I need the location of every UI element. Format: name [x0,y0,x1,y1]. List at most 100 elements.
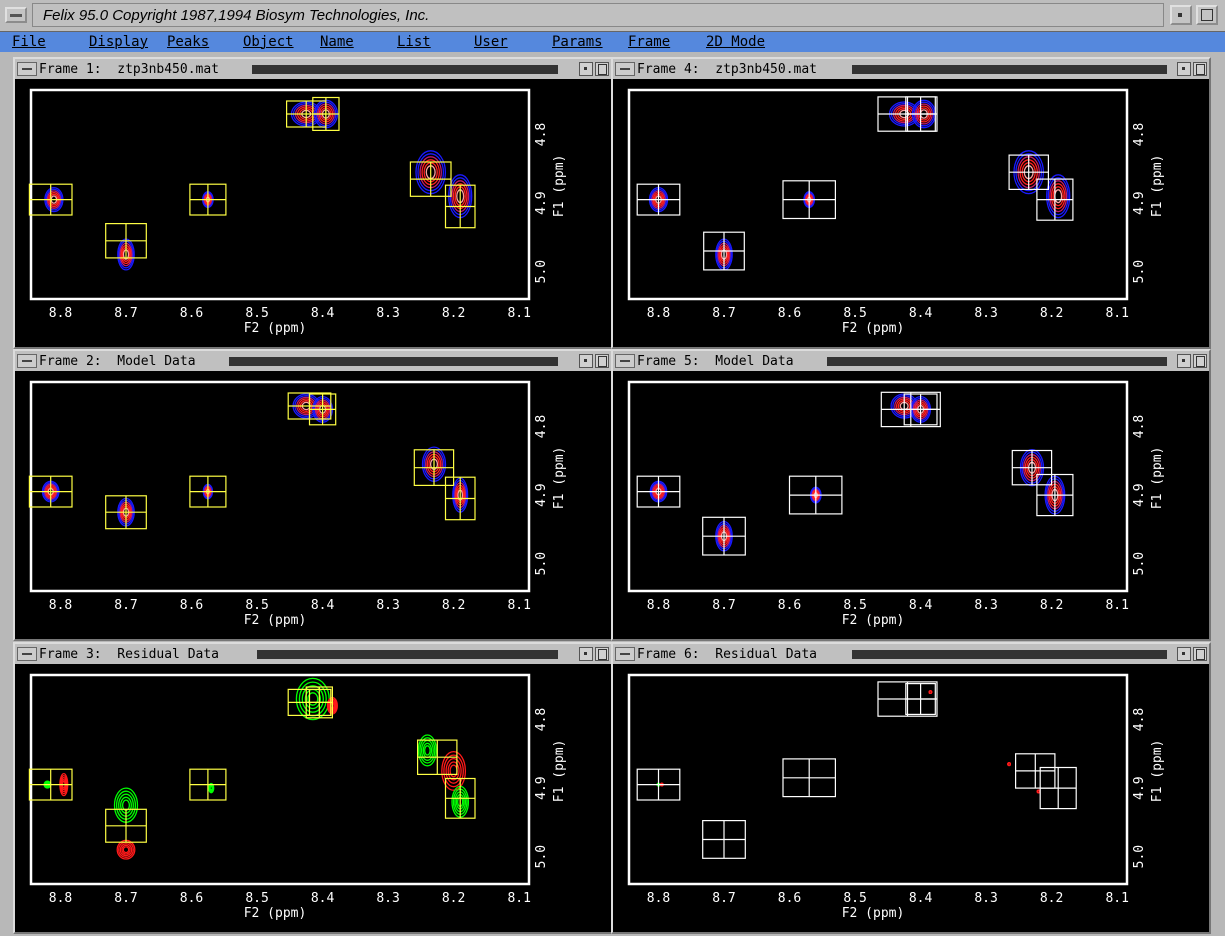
y-tick-label: 4.8 [1132,123,1147,146]
peak-box[interactable] [28,475,73,508]
menu-peaks[interactable]: Peaks [167,34,210,50]
frame-title-bar[interactable] [827,357,1167,366]
peak-box[interactable] [312,96,340,132]
peak-box[interactable] [28,768,73,801]
peak-box[interactable] [189,475,227,508]
menu-file[interactable]: File [12,34,46,50]
peak-box[interactable] [189,183,227,216]
frame-maximize-button[interactable] [595,62,609,76]
x-tick-label: 8.6 [180,891,203,906]
peak-box[interactable] [189,768,227,801]
frame-maximize-button[interactable] [595,354,609,368]
frame-maximize-button[interactable] [1193,62,1207,76]
frame-1[interactable]: Frame 1: ztp3nb450.mat 8.8 8.7 8.6 8.5 8.4 8.3… [13,57,613,349]
peak-box[interactable] [1011,449,1053,486]
peak-box[interactable] [788,475,843,515]
frame-3[interactable]: Frame 3: Residual Data 8.8 8.7 8.6 8.5 8.4 8.3… [13,642,613,934]
menu-object[interactable]: Object [243,34,294,50]
frame-header[interactable]: Frame 4: ztp3nb450.mat [613,59,1209,79]
spectrum-plot[interactable]: 8.8 8.7 8.6 8.5 8.4 8.3 8.2 8.1 F2 (ppm) 4.8 4.9 5.… [613,79,1209,347]
spectrum-plot[interactable]: 8.8 8.7 8.6 8.5 8.4 8.3 8.2 8.1 F2 (ppm) 4.8 4.9 5.… [15,371,611,639]
peak-box[interactable] [903,393,938,426]
peak-box[interactable] [905,683,936,715]
peak-box[interactable] [444,777,476,819]
peak-box[interactable] [1039,766,1077,810]
frame-title-bar[interactable] [852,65,1167,74]
frame-6[interactable]: Frame 6: Residual Data 8.8 8.7 8.6 8.5 8.4 8.3… [611,642,1211,934]
peak-box[interactable] [305,686,334,719]
peak-box[interactable] [308,393,337,426]
x-tick-label: 8.3 [376,598,399,613]
peak-box[interactable] [703,231,745,271]
frame-header[interactable]: Frame 6: Residual Data [613,644,1209,664]
frame-menu-button[interactable] [17,354,37,368]
frame-title-bar[interactable] [252,65,558,74]
peak-box[interactable] [636,768,681,801]
frame-title-bar[interactable] [257,650,558,659]
frame-minimize-button[interactable] [1177,647,1191,661]
peak-box[interactable] [905,96,936,132]
frame-4[interactable]: Frame 4: ztp3nb450.mat 8.8 8.7 8.6 8.5 8.4 8.3… [611,57,1211,349]
frame-minimize-button[interactable] [579,647,593,661]
frame-header[interactable]: Frame 3: Residual Data [15,644,611,664]
spectrum-plot[interactable]: 8.8 8.7 8.6 8.5 8.4 8.3 8.2 8.1 F2 (ppm) 4.8 4.9 5.… [15,79,611,347]
spectrum-plot[interactable]: 8.8 8.7 8.6 8.5 8.4 8.3 8.2 8.1 F2 (ppm) 4.8 4.9 5.… [613,664,1209,932]
menu-user[interactable]: User [474,34,508,50]
x-tick-label: 8.1 [1105,598,1128,613]
peak-box[interactable] [636,183,681,216]
peak-box[interactable] [782,758,837,798]
frame-menu-button[interactable] [615,354,635,368]
frame-menu-button[interactable] [615,647,635,661]
frame-maximize-button[interactable] [1193,647,1207,661]
frame-minimize-button[interactable] [579,62,593,76]
spectrum-plot[interactable]: 8.8 8.7 8.6 8.5 8.4 8.3 8.2 8.1 F2 (ppm) 4.8 4.9 5.… [613,371,1209,639]
frame-minimize-button[interactable] [1177,354,1191,368]
frame-title-bar[interactable] [852,650,1167,659]
frame-minimize-button[interactable] [1177,62,1191,76]
peak-box[interactable] [28,183,73,216]
frame-minimize-button[interactable] [579,354,593,368]
peak-box[interactable] [444,476,476,521]
frame-header[interactable]: Frame 1: ztp3nb450.mat [15,59,611,79]
frame-maximize-button[interactable] [1193,354,1207,368]
peak-box[interactable] [105,223,147,259]
peak-box[interactable] [782,180,837,220]
menu-display[interactable]: Display [89,34,149,50]
peak-box[interactable] [1008,154,1050,190]
maximize-button[interactable] [1196,5,1218,25]
peak-box[interactable] [702,516,746,556]
minimize-button[interactable] [1170,5,1192,25]
peak-box[interactable] [105,495,147,530]
menu-params[interactable]: Params [552,34,603,50]
contour-level [307,692,319,706]
window-menu-button[interactable] [5,7,27,23]
frame-title: Frame 3: Residual Data [39,647,220,662]
peak-box[interactable] [105,808,147,843]
peak-box[interactable] [444,184,476,229]
peak-box[interactable] [1036,473,1074,517]
peak-box[interactable] [1015,753,1056,789]
peak-box[interactable] [413,449,455,487]
frame-header[interactable]: Frame 2: Model Data [15,351,611,371]
x-tick-label: 8.5 [245,598,268,613]
frame-menu-button[interactable] [17,62,37,76]
plot-border [627,673,1129,886]
peak-box[interactable] [1036,178,1074,221]
frame-5[interactable]: Frame 5: Model Data 8.8 8.7 8.6 8.5 8.4 8.3 8.2… [611,349,1211,641]
frame-2[interactable]: Frame 2: Model Data 8.8 8.7 8.6 8.5 8.4 8.3 8.2… [13,349,613,641]
spectrum-plot[interactable]: 8.8 8.7 8.6 8.5 8.4 8.3 8.2 8.1 F2 (ppm) 4.8 4.9 5.… [15,664,611,932]
menu-list[interactable]: List [397,34,431,50]
frame-maximize-button[interactable] [595,647,609,661]
peak-box[interactable] [702,820,746,859]
frame-menu-button[interactable] [615,62,635,76]
menu-2d-mode[interactable]: 2D Mode [706,34,766,50]
peak-box[interactable] [636,475,681,508]
frame-menu-button[interactable] [17,647,37,661]
menu-frame[interactable]: Frame [628,34,671,50]
peak-box[interactable] [409,161,452,197]
frame-header[interactable]: Frame 5: Model Data [613,351,1209,371]
x-tick-label: 8.3 [974,598,997,613]
peak-box[interactable] [417,739,458,775]
menu-name[interactable]: Name [320,34,354,50]
frame-title-bar[interactable] [229,357,558,366]
